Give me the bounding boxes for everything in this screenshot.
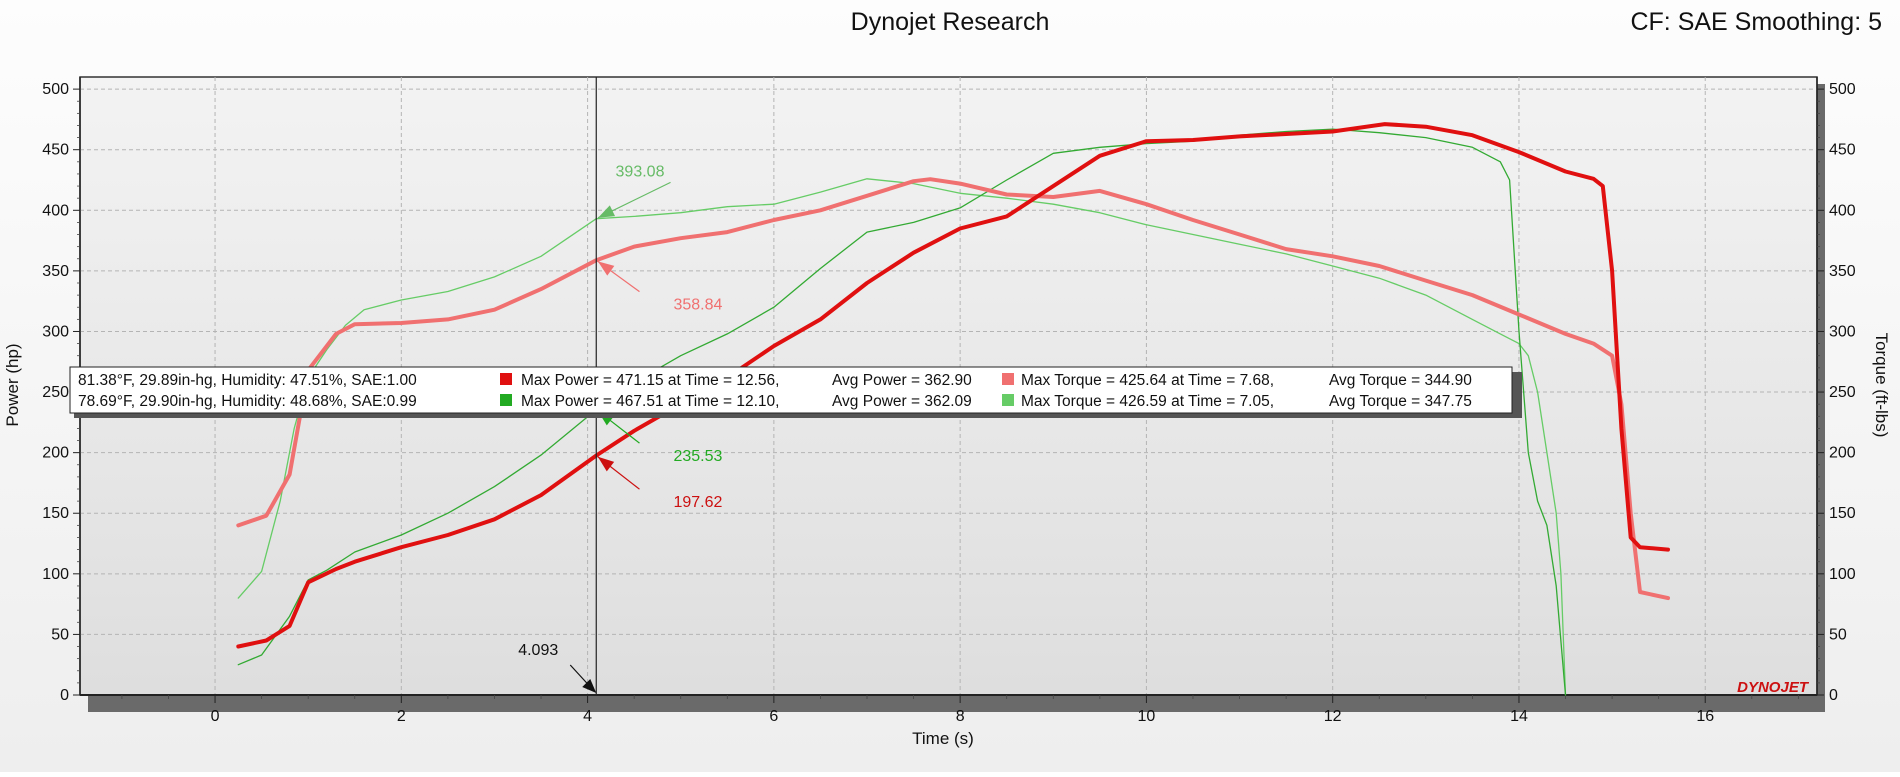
chart-title: Dynojet Research: [851, 8, 1050, 36]
annotation-label: 358.84: [673, 297, 722, 314]
y2-tick-label: 350: [1829, 263, 1856, 280]
legend-swatch-torque: [1002, 394, 1014, 406]
series-line-run2_torque: [237, 178, 1567, 696]
value-annotations: 393.08 358.84 235.53 197.62: [597, 163, 723, 511]
x-tick-label: 12: [1324, 708, 1342, 725]
y2-axis-label: Torque (ft-lbs): [1872, 333, 1891, 438]
legend-swatch-power: [500, 373, 512, 385]
data-series: [236, 122, 1670, 696]
series-line-run1_power: [236, 122, 1670, 649]
legend-avg-torque: Avg Torque = 347.75: [1329, 393, 1472, 410]
x-tick-label: 8: [956, 708, 965, 725]
legend-swatch-power: [500, 394, 512, 406]
y-tick-label: 450: [42, 142, 69, 159]
series-line-run2_power: [237, 128, 1567, 696]
legend-avg-power: Avg Power = 362.09: [832, 393, 972, 410]
x-tick-label: 6: [769, 708, 778, 725]
x-tick-label: 16: [1696, 708, 1714, 725]
x-axis-label: Time (s): [912, 729, 974, 748]
y2-tick-label: 500: [1829, 81, 1856, 98]
legend-swatch-torque: [1002, 373, 1014, 385]
y-tick-label: 350: [42, 263, 69, 280]
y-axis-label: Power (hp): [3, 343, 22, 426]
y2-tick-label: 50: [1829, 626, 1847, 643]
cursor-time-label: 4.093: [518, 642, 558, 659]
y-tick-label: 100: [42, 566, 69, 583]
dynojet-logo: DYNOJET: [1737, 679, 1810, 696]
annotation-label: 393.08: [616, 163, 665, 180]
x-tick-label: 10: [1138, 708, 1156, 725]
legend-row-2: 78.69°F, 29.90in-hg, Humidity: 48.68%, S…: [78, 393, 1472, 410]
legend-max-power: Max Power = 471.15 at Time = 12.56,: [521, 372, 779, 389]
y-tick-label: 200: [42, 445, 69, 462]
annotation-arrowhead: [598, 205, 616, 218]
y-tick-label: 500: [42, 81, 69, 98]
legend-max-torque: Max Torque = 425.64 at Time = 7.68,: [1021, 372, 1274, 389]
y-tick-label: 150: [42, 505, 69, 522]
y2-tick-label: 0: [1829, 687, 1838, 704]
x-tick-label: 2: [397, 708, 406, 725]
y2-tick-label: 300: [1829, 323, 1856, 340]
legend-conditions: 81.38°F, 29.89in-hg, Humidity: 47.51%, S…: [78, 372, 417, 389]
y2-tick-label: 250: [1829, 384, 1856, 401]
y2-tick-label: 400: [1829, 202, 1856, 219]
legend-max-power: Max Power = 467.51 at Time = 12.10,: [521, 393, 779, 410]
y2-tick-label: 200: [1829, 445, 1856, 462]
legend-avg-torque: Avg Torque = 344.90: [1329, 372, 1472, 389]
y-tick-label: 50: [51, 626, 69, 643]
legend-row-1: 81.38°F, 29.89in-hg, Humidity: 47.51%, S…: [78, 372, 1472, 389]
legend-max-torque: Max Torque = 426.59 at Time = 7.05,: [1021, 393, 1274, 410]
y-tick-label: 400: [42, 202, 69, 219]
legend-avg-power: Avg Power = 362.90: [832, 372, 972, 389]
y2-tick-label: 150: [1829, 505, 1856, 522]
legend-conditions: 78.69°F, 29.90in-hg, Humidity: 48.68%, S…: [78, 393, 417, 410]
annotation-label: 235.53: [673, 448, 722, 465]
y-tick-label: 300: [42, 323, 69, 340]
cursor-pointer-head: [582, 679, 597, 693]
annotation-label: 197.62: [673, 494, 722, 511]
y-tick-label: 250: [42, 384, 69, 401]
cf-smoothing-label: CF: SAE Smoothing: 5: [1630, 8, 1882, 36]
x-tick-label: 4: [583, 708, 592, 725]
y2-tick-label: 100: [1829, 566, 1856, 583]
run-legend: 81.38°F, 29.89in-hg, Humidity: 47.51%, S…: [69, 366, 1522, 418]
legend-box: [69, 366, 1513, 414]
y-tick-label: 0: [60, 687, 69, 704]
x-tick-label: 14: [1510, 708, 1528, 725]
annotation-arrowhead: [597, 456, 615, 472]
series-line-run1_torque: [236, 177, 1670, 601]
x-tick-label: 0: [211, 708, 220, 725]
annotation-arrowhead: [597, 261, 615, 276]
y2-tick-label: 450: [1829, 142, 1856, 159]
